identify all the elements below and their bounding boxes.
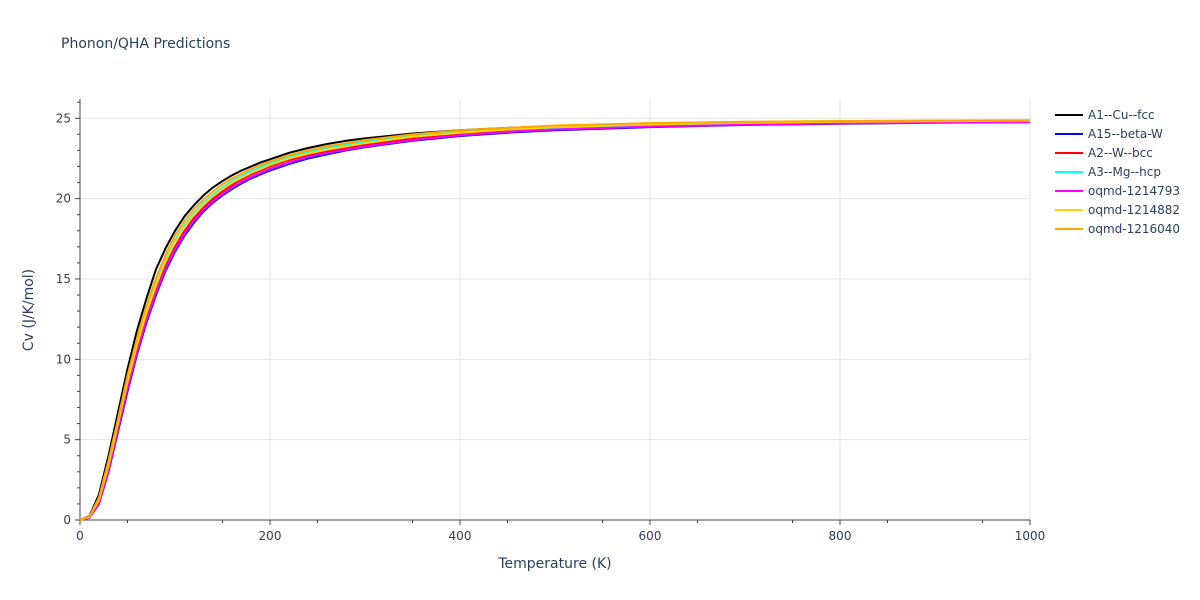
legend-label: oqmd-1214793	[1088, 184, 1180, 198]
series-line	[79, 119, 1031, 521]
y-axis-title: Cv (J/K/mol)	[21, 269, 37, 351]
y-tick-label: 5	[63, 433, 71, 447]
y-tick-label: 20	[56, 192, 71, 206]
legend[interactable]: A1--Cu--fcc A15--beta-W A2--W--bcc A3--Mg--…	[1055, 108, 1180, 236]
legend-label: A3--Mg--hcp	[1088, 165, 1161, 179]
x-tick-label: 0	[76, 529, 84, 543]
legend-label: A1--Cu--fcc	[1088, 108, 1155, 122]
y-tick-label: 0	[63, 513, 71, 527]
legend-item[interactable]: A2--W--bcc	[1055, 146, 1153, 160]
legend-item[interactable]: A1--Cu--fcc	[1055, 108, 1155, 122]
y-tick-label: 25	[56, 111, 71, 125]
legend-item[interactable]: oqmd-1216040	[1055, 222, 1180, 236]
legend-label: A15--beta-W	[1088, 127, 1163, 141]
axis-layer: 0 200 400 600 800 1000 0 5 10 15 20 25	[56, 99, 1046, 543]
chart-title: Phonon/QHA Predictions	[61, 36, 231, 52]
x-tick-label: 800	[829, 529, 852, 543]
legend-label: oqmd-1214882	[1088, 203, 1180, 217]
legend-item[interactable]: oqmd-1214882	[1055, 203, 1180, 217]
series-line	[79, 119, 1031, 521]
series-line	[79, 121, 1031, 521]
x-axis-title: Temperature (K)	[497, 556, 611, 572]
legend-item[interactable]: A3--Mg--hcp	[1055, 165, 1161, 179]
x-tick-label: 200	[259, 529, 282, 543]
grid-layer	[80, 99, 1031, 520]
x-tick-label: 400	[449, 529, 472, 543]
x-tick-label: 1000	[1015, 529, 1046, 543]
legend-label: oqmd-1216040	[1088, 222, 1180, 236]
x-tick-label: 600	[639, 529, 662, 543]
y-tick-label: 10	[56, 352, 71, 366]
series-line	[79, 120, 1031, 521]
series-layer	[79, 119, 1031, 521]
legend-item[interactable]: A15--beta-W	[1055, 127, 1163, 141]
y-tick-label: 15	[56, 272, 71, 286]
legend-item[interactable]: oqmd-1214793	[1055, 184, 1180, 198]
legend-label: A2--W--bcc	[1088, 146, 1153, 160]
